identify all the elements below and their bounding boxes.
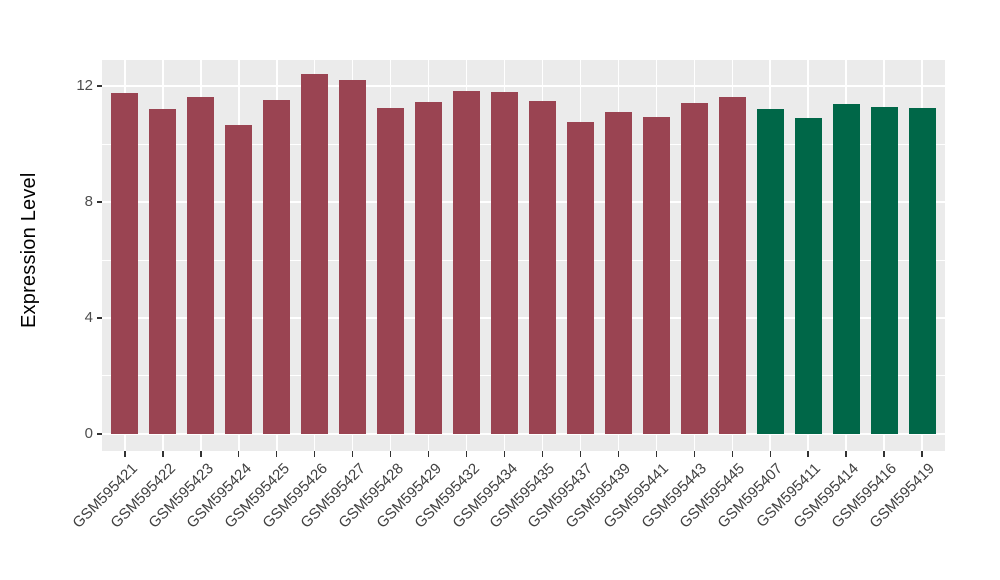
minor-gridline [102,259,945,261]
bar [300,74,329,434]
y-tick-label: 8 [84,193,93,211]
bar [338,79,367,434]
bar [680,103,709,434]
x-tick-mark [275,451,278,457]
x-tick-mark [617,451,620,457]
bar [832,104,860,434]
x-tick-mark [427,451,430,457]
bar [376,107,405,434]
x-tick-mark [693,451,696,457]
bar [870,106,898,434]
x-tick-mark [161,451,164,457]
x-tick-mark [883,451,886,457]
y-tick-label: 4 [84,308,93,326]
x-tick-mark [655,451,658,457]
major-gridline [102,317,945,319]
major-gridline [102,85,945,87]
major-gridline [102,433,945,435]
x-tick-mark [769,451,772,457]
bar [225,124,253,434]
x-tick-mark [503,451,506,457]
y-tick-label: 0 [84,424,93,442]
bar [187,97,215,434]
bar [908,108,936,434]
y-tick-mark [96,317,102,319]
x-tick-mark [921,451,923,457]
x-tick-mark [313,451,316,457]
x-tick-mark [389,451,392,457]
bar [149,108,177,434]
y-tick-mark [96,85,102,87]
bar [263,99,291,434]
bar [718,97,746,434]
x-tick-mark [123,451,126,457]
x-tick-mark [579,451,582,457]
bar [642,116,671,434]
minor-gridline [102,143,945,145]
bar [528,101,557,434]
chart-panel [102,60,945,451]
x-tick-mark [845,451,848,457]
bar [111,93,139,434]
bar [452,91,481,434]
x-tick-mark [541,451,544,457]
bar [604,112,633,434]
x-tick-mark [731,451,734,457]
x-tick-mark [237,451,240,457]
bar [414,102,443,434]
x-tick-mark [465,451,468,457]
major-gridline [102,201,945,203]
minor-gridline [102,375,945,377]
bar [794,117,822,434]
y-tick-label: 12 [76,77,93,95]
y-tick-mark [96,433,102,435]
x-tick-mark [807,451,810,457]
bar [756,108,784,434]
y-tick-mark [96,201,102,203]
x-tick-mark [351,451,354,457]
x-tick-mark [199,451,202,457]
bar [490,92,519,434]
bar [566,122,595,434]
